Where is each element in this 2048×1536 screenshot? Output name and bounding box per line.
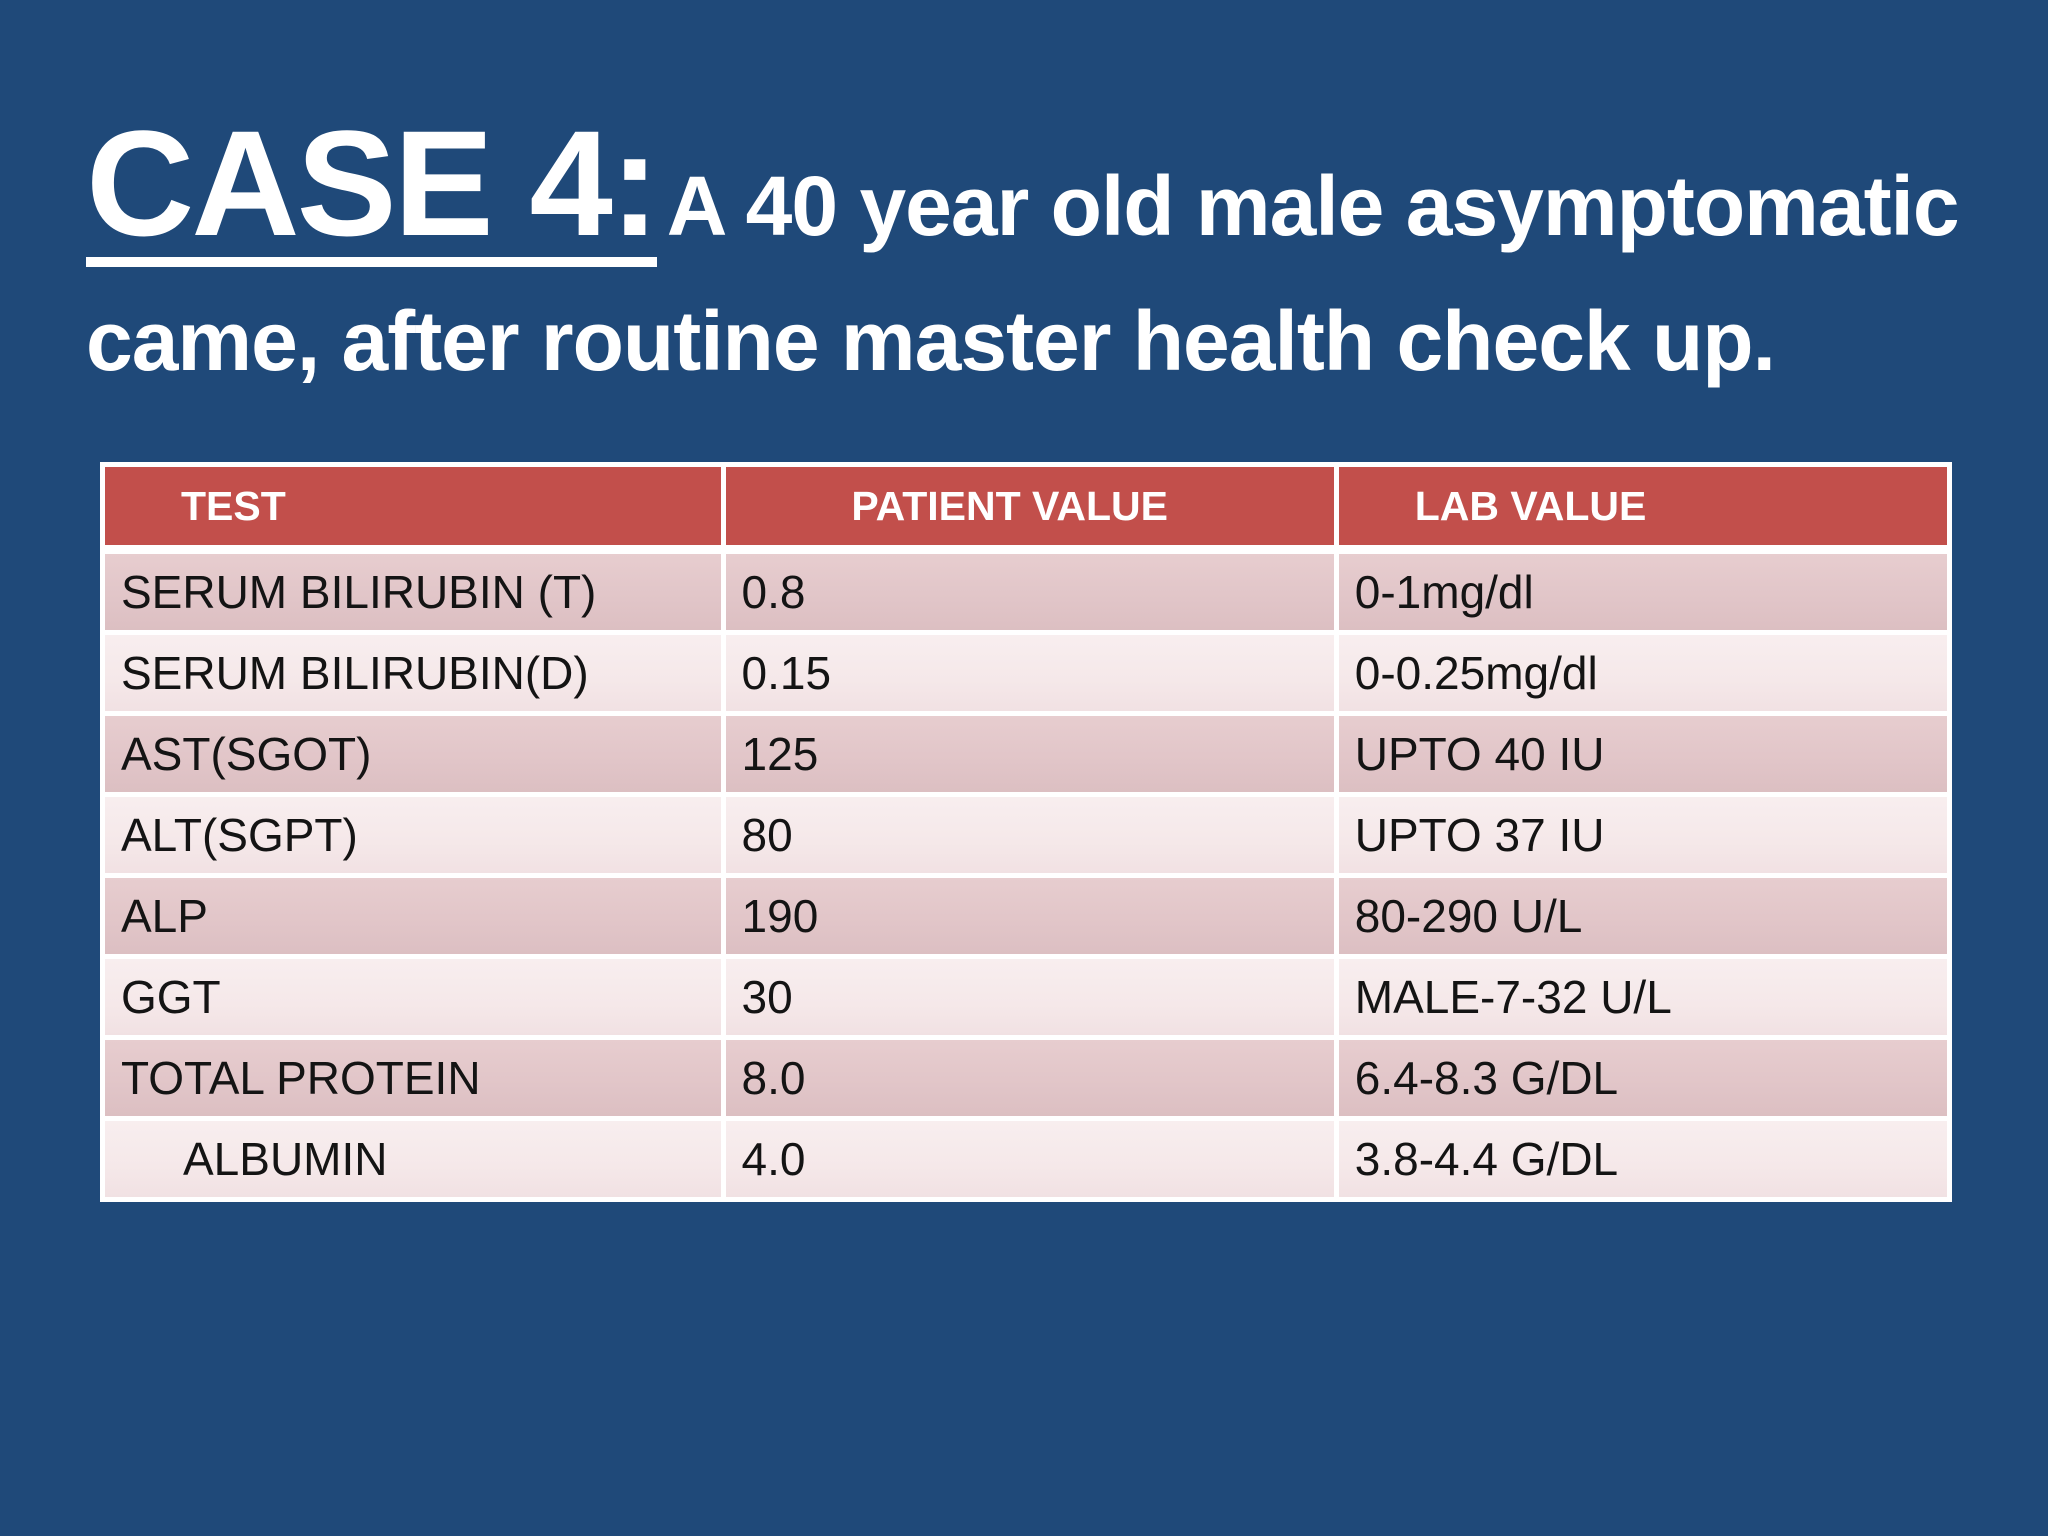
cell-test: ALT(SGPT)	[105, 797, 721, 873]
cell-test: GGT	[105, 959, 721, 1035]
title-line-1: CASE 4: A 40 year old male asymptomatic	[86, 99, 2008, 267]
cell-patient-value: 190	[725, 878, 1334, 954]
table-row: AST(SGOT) 125 UPTO 40 IU	[105, 716, 1947, 792]
cell-test: ALP	[105, 878, 721, 954]
table-row: TOTAL PROTEIN 8.0 6.4-8.3 G/DL	[105, 1040, 1947, 1116]
cell-patient-value: 0.8	[725, 554, 1334, 630]
cell-patient-value: 30	[725, 959, 1334, 1035]
cell-test: ALBUMIN	[105, 1121, 721, 1197]
column-header-test: TEST	[105, 467, 721, 549]
cell-lab-value: 0-0.25mg/dl	[1338, 635, 1947, 711]
table-header-row: TEST PATIENT VALUE LAB VALUE	[105, 467, 1947, 549]
cell-patient-value: 8.0	[725, 1040, 1334, 1116]
cell-lab-value: UPTO 40 IU	[1338, 716, 1947, 792]
title-line-2: came, after routine master health check …	[86, 293, 1776, 388]
table-row: SERUM BILIRUBIN(D) 0.15 0-0.25mg/dl	[105, 635, 1947, 711]
cell-test: SERUM BILIRUBIN(D)	[105, 635, 721, 711]
cell-lab-value: 3.8-4.4 G/DL	[1338, 1121, 1947, 1197]
table-row: ALT(SGPT) 80 UPTO 37 IU	[105, 797, 1947, 873]
table-row: SERUM BILIRUBIN (T) 0.8 0-1mg/dl	[105, 554, 1947, 630]
column-header-patient-value: PATIENT VALUE	[725, 467, 1334, 549]
cell-test: AST(SGOT)	[105, 716, 721, 792]
title-case-label: CASE 4:	[86, 99, 660, 267]
cell-patient-value: 125	[725, 716, 1334, 792]
table-row: ALP 190 80-290 U/L	[105, 878, 1947, 954]
page-title: CASE 4: A 40 year old male asymptomatic c…	[86, 99, 2008, 388]
table-row: ALBUMIN 4.0 3.8-4.4 G/DL	[105, 1121, 1947, 1197]
cell-lab-value: 80-290 U/L	[1338, 878, 1947, 954]
cell-patient-value: 4.0	[725, 1121, 1334, 1197]
cell-lab-value: UPTO 37 IU	[1338, 797, 1947, 873]
table-row: GGT 30 MALE-7-32 U/L	[105, 959, 1947, 1035]
column-header-lab-value: LAB VALUE	[1338, 467, 1947, 549]
title-case-description: A 40 year old male asymptomatic	[666, 159, 1960, 253]
cell-lab-value: 0-1mg/dl	[1338, 554, 1947, 630]
cell-lab-value: 6.4-8.3 G/DL	[1338, 1040, 1947, 1116]
cell-patient-value: 80	[725, 797, 1334, 873]
cell-test: SERUM BILIRUBIN (T)	[105, 554, 721, 630]
cell-lab-value: MALE-7-32 U/L	[1338, 959, 1947, 1035]
cell-test: TOTAL PROTEIN	[105, 1040, 721, 1116]
cell-patient-value: 0.15	[725, 635, 1334, 711]
lab-results-table: TEST PATIENT VALUE LAB VALUE SERUM BILIR…	[100, 462, 1952, 1202]
